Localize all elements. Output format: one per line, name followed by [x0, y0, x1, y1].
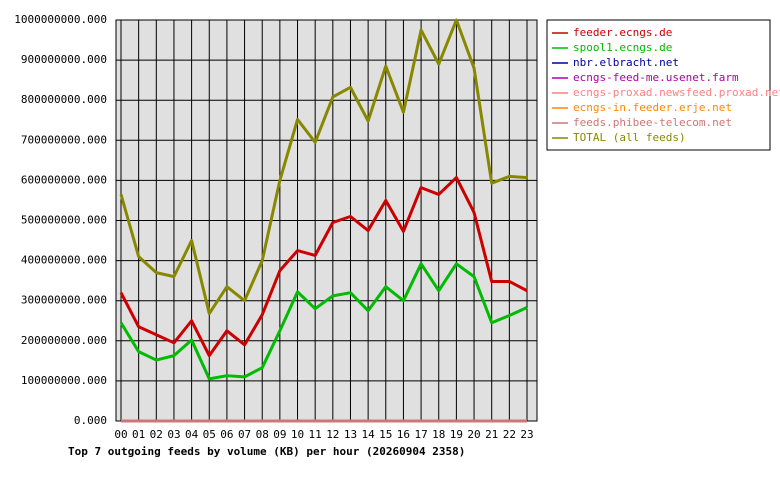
y-tick-label: 300000000.000: [21, 294, 107, 307]
y-tick-label: 600000000.000: [21, 173, 107, 186]
y-tick-label: 200000000.000: [21, 334, 107, 347]
x-tick-label: 12: [326, 428, 339, 441]
legend-label: ecngs-feed-me.usenet.farm: [573, 71, 739, 84]
x-tick-label: 23: [520, 428, 533, 441]
x-tick-label: 19: [450, 428, 463, 441]
x-tick-label: 21: [485, 428, 498, 441]
x-tick-label: 09: [273, 428, 286, 441]
legend-label: ecngs-proxad.newsfeed.proxad.net: [573, 86, 780, 99]
y-tick-label: 100000000.000: [21, 374, 107, 387]
x-tick-label: 01: [132, 428, 145, 441]
y-tick-label: 400000000.000: [21, 254, 107, 267]
series-line: [119, 18, 528, 316]
x-tick-label: 00: [114, 428, 127, 441]
chart-title: Top 7 outgoing feeds by volume (KB) per …: [68, 445, 465, 458]
y-tick-label: 700000000.000: [21, 133, 107, 146]
x-tick-label: 15: [379, 428, 392, 441]
legend-label: feeds.phibee-telecom.net: [573, 116, 732, 129]
series-line: [119, 262, 528, 381]
x-tick-label: 10: [291, 428, 304, 441]
x-tick-label: 13: [344, 428, 357, 441]
legend-label: nbr.elbracht.net: [573, 56, 679, 69]
y-tick-label: 900000000.000: [21, 53, 107, 66]
x-tick-label: 17: [414, 428, 427, 441]
x-tick-label: 05: [203, 428, 216, 441]
legend-label: spool1.ecngs.de: [573, 41, 672, 54]
y-tick-label: 500000000.000: [21, 214, 107, 227]
y-tick-label: 800000000.000: [21, 93, 107, 106]
legend-label: TOTAL (all feeds): [573, 131, 686, 144]
x-tick-label: 22: [503, 428, 516, 441]
x-tick-label: 08: [256, 428, 269, 441]
x-tick-label: 07: [238, 428, 251, 441]
x-tick-label: 18: [432, 428, 445, 441]
x-tick-label: 14: [362, 428, 376, 441]
y-tick-label: 1000000000.000: [14, 13, 107, 26]
y-tick-label: 0.000: [74, 414, 107, 427]
x-tick-label: 11: [309, 428, 322, 441]
x-tick-label: 02: [150, 428, 163, 441]
x-tick-label: 20: [467, 428, 480, 441]
x-tick-label: 06: [220, 428, 233, 441]
legend-label: ecngs-in.feeder.erje.net: [573, 101, 732, 114]
series-line: [119, 176, 528, 358]
x-tick-label: 16: [397, 428, 410, 441]
legend-box: [546, 19, 771, 151]
legend-label: feeder.ecngs.de: [573, 26, 672, 39]
x-tick-label: 04: [185, 428, 199, 441]
x-tick-label: 03: [167, 428, 180, 441]
